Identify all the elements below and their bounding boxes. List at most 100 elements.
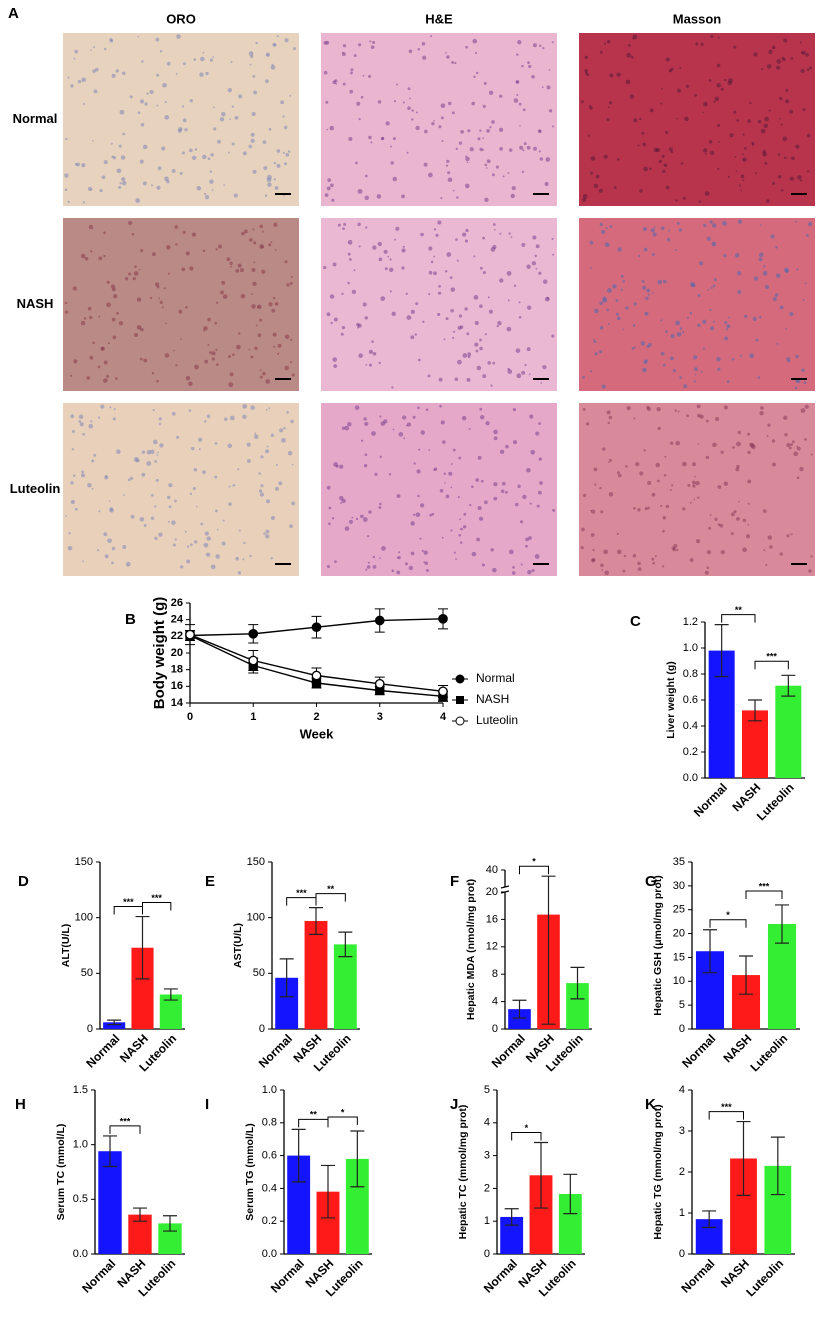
cell-nucleus: [351, 516, 354, 519]
cell-nucleus: [97, 365, 101, 369]
cell-nucleus: [647, 480, 652, 485]
cell-nucleus: [381, 137, 385, 140]
cell-nucleus: [437, 220, 442, 225]
cell-nucleus: [616, 532, 619, 535]
cell-nucleus: [622, 328, 625, 331]
cell-nucleus: [675, 117, 678, 120]
cell-nucleus: [451, 60, 455, 64]
cell-nucleus: [810, 453, 813, 456]
row-label: NASH: [17, 296, 54, 311]
cell-nucleus: [786, 534, 790, 538]
cell-nucleus: [344, 526, 350, 531]
cell-nucleus: [159, 443, 164, 448]
cell-nucleus: [486, 159, 491, 164]
x-tick-label: Luteolin: [754, 780, 797, 823]
bar: [566, 983, 589, 1029]
cell-nucleus: [511, 571, 516, 575]
cell-nucleus: [490, 384, 493, 387]
cell-nucleus: [703, 101, 708, 107]
cell-nucleus: [548, 69, 551, 71]
cell-nucleus: [455, 238, 458, 241]
cell-nucleus: [546, 296, 550, 300]
cell-nucleus: [428, 449, 431, 451]
cell-nucleus: [727, 176, 730, 179]
cell-nucleus: [737, 219, 743, 224]
cell-nucleus: [98, 510, 101, 513]
cell-nucleus: [630, 55, 634, 59]
cell-nucleus: [720, 87, 724, 91]
cell-nucleus: [592, 338, 595, 341]
cell-nucleus: [122, 181, 127, 186]
panel-letter: J: [450, 1096, 458, 1113]
cell-nucleus: [342, 227, 345, 231]
y-tick-label: 0.0: [262, 1248, 277, 1260]
cell-nucleus: [519, 145, 524, 150]
cell-nucleus: [776, 59, 782, 64]
y-tick-label: 5: [679, 999, 685, 1011]
bar: [159, 994, 182, 1029]
cell-nucleus: [343, 222, 347, 226]
cell-nucleus: [93, 46, 95, 49]
cell-nucleus: [728, 316, 730, 319]
cell-nucleus: [647, 342, 652, 347]
cell-nucleus: [465, 45, 468, 49]
cell-nucleus: [686, 414, 690, 418]
cell-nucleus: [445, 317, 449, 321]
cell-nucleus: [742, 133, 745, 136]
y-tick-label: 8: [492, 968, 498, 980]
cell-nucleus: [210, 564, 216, 570]
cell-nucleus: [441, 140, 444, 143]
cell-nucleus: [156, 379, 159, 383]
cell-nucleus: [742, 547, 747, 553]
cell-nucleus: [529, 502, 532, 505]
cell-nucleus: [138, 268, 141, 271]
y-tick-label: 14: [171, 697, 184, 709]
cell-nucleus: [538, 129, 542, 134]
cell-nucleus: [146, 461, 152, 466]
cell-nucleus: [410, 335, 415, 340]
cell-nucleus: [379, 557, 381, 559]
cell-nucleus: [482, 374, 487, 379]
cell-nucleus: [615, 312, 619, 316]
cell-nucleus: [625, 465, 628, 468]
cell-nucleus: [407, 87, 411, 91]
cell-nucleus: [141, 60, 144, 63]
cell-nucleus: [618, 473, 622, 478]
cell-nucleus: [265, 379, 271, 384]
cell-nucleus: [493, 223, 496, 226]
y-tick-label: 1: [679, 1207, 685, 1219]
cell-nucleus: [676, 88, 682, 93]
cell-nucleus: [159, 50, 163, 53]
error-bar: [563, 1173, 578, 1215]
cell-nucleus: [612, 284, 617, 289]
cell-nucleus: [368, 363, 372, 367]
cell-nucleus: [189, 148, 193, 153]
cell-nucleus: [141, 472, 146, 477]
cell-nucleus: [453, 551, 456, 554]
cell-nucleus: [67, 200, 70, 204]
cell-nucleus: [133, 271, 139, 276]
cell-nucleus: [268, 302, 273, 307]
cell-nucleus: [691, 283, 696, 288]
cell-nucleus: [771, 462, 776, 467]
cell-nucleus: [128, 220, 133, 226]
y-tick-label: 0.5: [73, 1193, 88, 1205]
cell-nucleus: [590, 266, 592, 269]
cell-nucleus: [227, 151, 230, 154]
error-bar: [291, 1128, 306, 1183]
y-axis-label: Hepatic GSH (μmol/mg prot): [652, 875, 664, 1016]
cell-nucleus: [736, 441, 741, 447]
cell-nucleus: [801, 368, 805, 372]
cell-nucleus: [100, 346, 105, 351]
cell-nucleus: [357, 188, 363, 194]
legend-label: Normal: [476, 671, 515, 685]
cell-nucleus: [249, 63, 252, 66]
cell-nucleus: [742, 179, 745, 182]
cell-nucleus: [122, 544, 127, 549]
cell-nucleus: [103, 47, 107, 51]
cell-nucleus: [506, 271, 512, 276]
cell-nucleus: [805, 53, 809, 57]
bar: [333, 944, 357, 1029]
cell-nucleus: [171, 520, 176, 525]
cell-nucleus: [757, 376, 761, 379]
